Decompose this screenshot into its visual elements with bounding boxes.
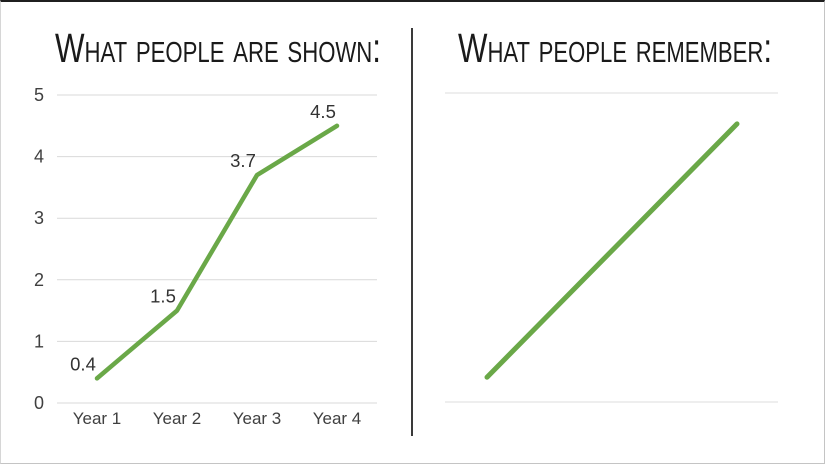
data-label: 4.5 (310, 101, 336, 122)
shown-chart-plot: 0 1 2 3 4 5 Year 1 Year 2 Year 3 Year 4 0.4 1.5 3.7 4… (34, 85, 377, 428)
data-label: 3.7 (230, 150, 256, 171)
series-line (94, 123, 340, 381)
x-axis-label: Year 3 (233, 409, 282, 428)
y-tick-label: 3 (34, 208, 44, 228)
panel-divider (411, 28, 413, 436)
left-panel-title: What people are shown: (55, 25, 381, 71)
remember-chart-plot (445, 92, 778, 403)
y-tick-label: 2 (34, 270, 44, 290)
x-axis-label: Year 4 (313, 409, 362, 428)
x-axis-label: Year 1 (73, 409, 122, 428)
y-tick-label: 4 (34, 147, 44, 167)
data-label: 1.5 (150, 286, 176, 307)
series-line (484, 121, 740, 380)
y-tick-label: 0 (34, 393, 44, 413)
y-tick-label: 5 (34, 85, 44, 105)
y-tick-label: 1 (34, 331, 44, 351)
data-label: 0.4 (70, 353, 96, 374)
x-axis-label: Year 2 (153, 409, 202, 428)
right-panel-title: What people remember: (458, 25, 772, 71)
